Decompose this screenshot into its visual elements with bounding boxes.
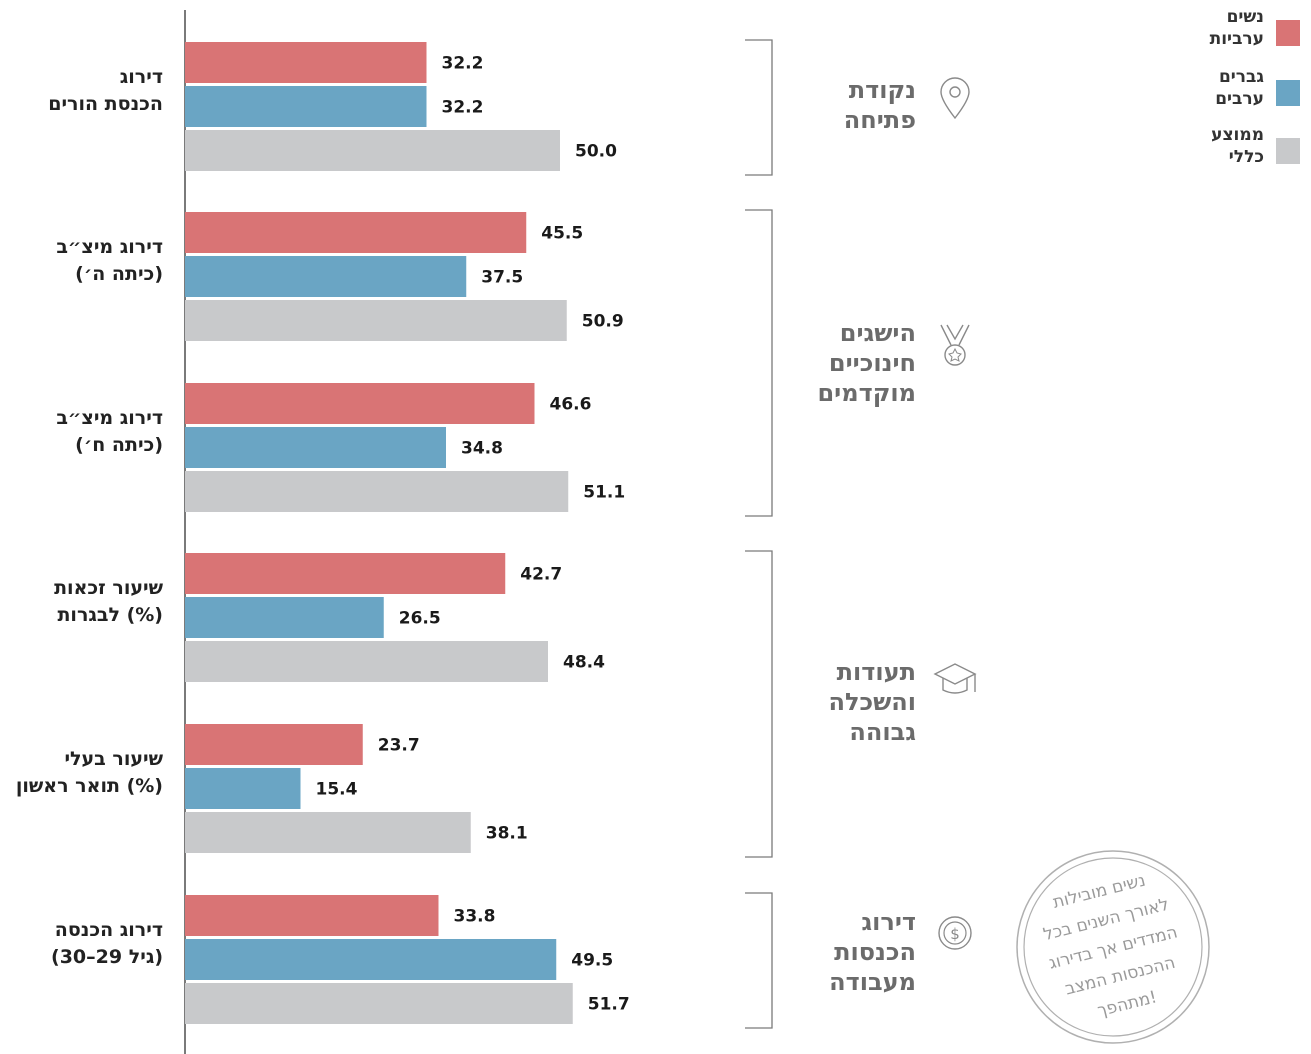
category-labels: דירוג הכנסת הורים דירוג מיצ״ב (כיתה ה׳) דירו… — [16, 66, 164, 968]
bar-series0-cat0 — [185, 42, 427, 83]
stamp-outer-ring — [1016, 850, 1210, 1044]
legend-label: ערביות — [1210, 29, 1264, 49]
category-label: דירוג — [120, 66, 163, 88]
category-label: שיעור בעלי — [64, 748, 163, 770]
legend-label: גברים — [1219, 67, 1264, 87]
group-bracket — [745, 550, 773, 858]
dollar-coin-icon: $ — [938, 916, 972, 950]
bar-series2-cat2 — [185, 471, 569, 512]
group-label: והשכלה — [828, 688, 916, 716]
data-label: 48.4 — [563, 653, 605, 673]
category-label: לבגרות (%) — [57, 604, 163, 626]
data-label: 46.6 — [550, 395, 592, 415]
data-label: 23.7 — [378, 736, 420, 756]
group-label: מוקדמים — [817, 379, 916, 407]
group-label: גבוהה — [849, 718, 916, 746]
group-label: תעודות — [837, 658, 916, 686]
bar-series1-cat0 — [185, 86, 427, 127]
data-label: 38.1 — [486, 824, 528, 844]
bar-series1-cat5 — [185, 939, 557, 980]
data-label: 50.9 — [582, 312, 624, 332]
bar-series1-cat3 — [185, 597, 384, 638]
legend-label: נשים — [1227, 7, 1264, 27]
legend-swatch — [1276, 80, 1300, 106]
group-label: הכנסות — [834, 938, 916, 966]
group-label: נקודת — [849, 76, 916, 104]
data-label: 45.5 — [541, 224, 583, 244]
stamp-text-line: מתהפך! — [1096, 987, 1159, 1021]
stamp-inner-ring — [1023, 857, 1203, 1037]
medal-icon — [940, 324, 970, 366]
group-label: מעבודה — [829, 968, 916, 996]
bar-series2-cat0 — [185, 130, 560, 171]
group-label: דירוג — [861, 908, 916, 936]
group-label: הישגים — [840, 319, 916, 347]
data-label: 51.1 — [583, 483, 625, 503]
category-label: תואר ראשון (%) — [16, 775, 163, 797]
legend-label: כללי — [1229, 147, 1264, 167]
category-label: דירוג הכנסה — [55, 919, 163, 941]
data-label: 42.7 — [520, 565, 562, 585]
category-label: הכנסת הורים — [48, 93, 163, 115]
legend-label: ממוצע — [1211, 125, 1264, 145]
bar-series2-cat1 — [185, 300, 567, 341]
category-label: שיעור זכאות — [54, 577, 164, 599]
data-label: 51.7 — [588, 995, 630, 1015]
bar-series1-cat1 — [185, 256, 467, 297]
category-label: דירוג מיצ״ב — [56, 236, 163, 258]
group-label: חינוכיים — [829, 349, 916, 377]
legend-swatch — [1276, 20, 1300, 46]
data-label: 32.2 — [442, 98, 484, 118]
bar-series2-cat5 — [185, 983, 573, 1024]
bar-series0-cat2 — [185, 383, 535, 424]
data-label: 37.5 — [481, 268, 523, 288]
data-label: 15.4 — [316, 780, 358, 800]
data-label: 50.0 — [575, 142, 617, 162]
group-bracket — [745, 892, 773, 1029]
svg-text:$: $ — [950, 925, 960, 943]
group-bracket — [745, 209, 773, 517]
category-label: (כיתה ח׳) — [75, 434, 163, 456]
legend-label: ערבים — [1215, 89, 1264, 109]
category-label: (כיתה ה׳) — [75, 263, 163, 285]
bar-series0-cat5 — [185, 895, 439, 936]
bar-series0-cat1 — [185, 212, 527, 253]
graduation-cap-icon — [933, 663, 977, 694]
bar-series0-cat4 — [185, 724, 363, 765]
bar-series0-cat3 — [185, 553, 506, 594]
bar-series2-cat3 — [185, 641, 548, 682]
bar-series2-cat4 — [185, 812, 471, 853]
group-bracket — [745, 39, 773, 176]
data-label: 33.8 — [454, 907, 496, 927]
data-label: 32.2 — [442, 54, 484, 74]
category-label: (גיל 29–30) — [51, 946, 163, 968]
bar-series1-cat4 — [185, 768, 301, 809]
legend-swatch — [1276, 138, 1300, 164]
bars: 32.2 32.2 50.0 45.5 37.5 50.9 46.6 34.8 51.1 42.7… — [184, 10, 630, 1054]
map-pin-icon — [940, 77, 970, 120]
data-label: 49.5 — [571, 951, 613, 971]
data-label: 26.5 — [399, 609, 441, 629]
data-label: 34.8 — [461, 439, 503, 459]
bar-series1-cat2 — [185, 427, 446, 468]
group-label: פתיחה — [844, 106, 916, 134]
category-label: דירוג מיצ״ב — [56, 407, 163, 429]
